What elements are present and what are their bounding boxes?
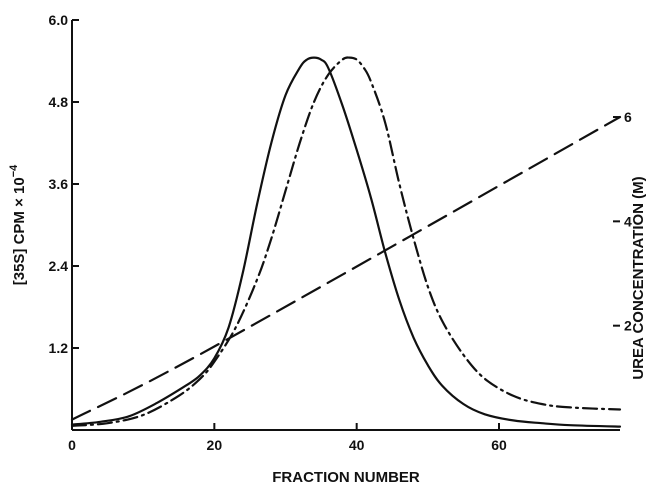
series-dashed-line [70,115,622,421]
y-axis-title: [35S] CPM × 10−4 [8,164,28,285]
y2-axis-title: UREA CONCENTRATION (M) [630,176,647,379]
y-axis-title-main: [35S] CPM × 10 [11,177,28,285]
x-tick-label: 0 [68,437,76,453]
series-layer [70,56,622,428]
y2-tick-label: 2 [624,318,632,334]
y-tick-label: 6.0 [49,12,69,28]
x-tick-label: 20 [207,437,223,453]
y-tick-label: 4.8 [49,94,69,110]
y-tick-label: 1.2 [49,340,69,356]
y-tick-label: 2.4 [49,258,69,274]
y-tick-label: 3.6 [49,176,69,192]
x-tick-label: 40 [349,437,365,453]
x-tick-label: 60 [491,437,507,453]
x-axis-title: FRACTION NUMBER [272,469,420,486]
axes [71,20,620,431]
y2-tick-label: 4 [624,213,632,229]
ticks: 0 20 40 60 1.2 2.4 3.6 4.8 6.0 2 4 6 [49,12,632,453]
y-axis-title-exponent: −4 [8,164,20,177]
series-dash-dot-line [70,56,622,427]
y2-tick-label: 6 [624,109,632,125]
series-solid-line [70,56,622,428]
